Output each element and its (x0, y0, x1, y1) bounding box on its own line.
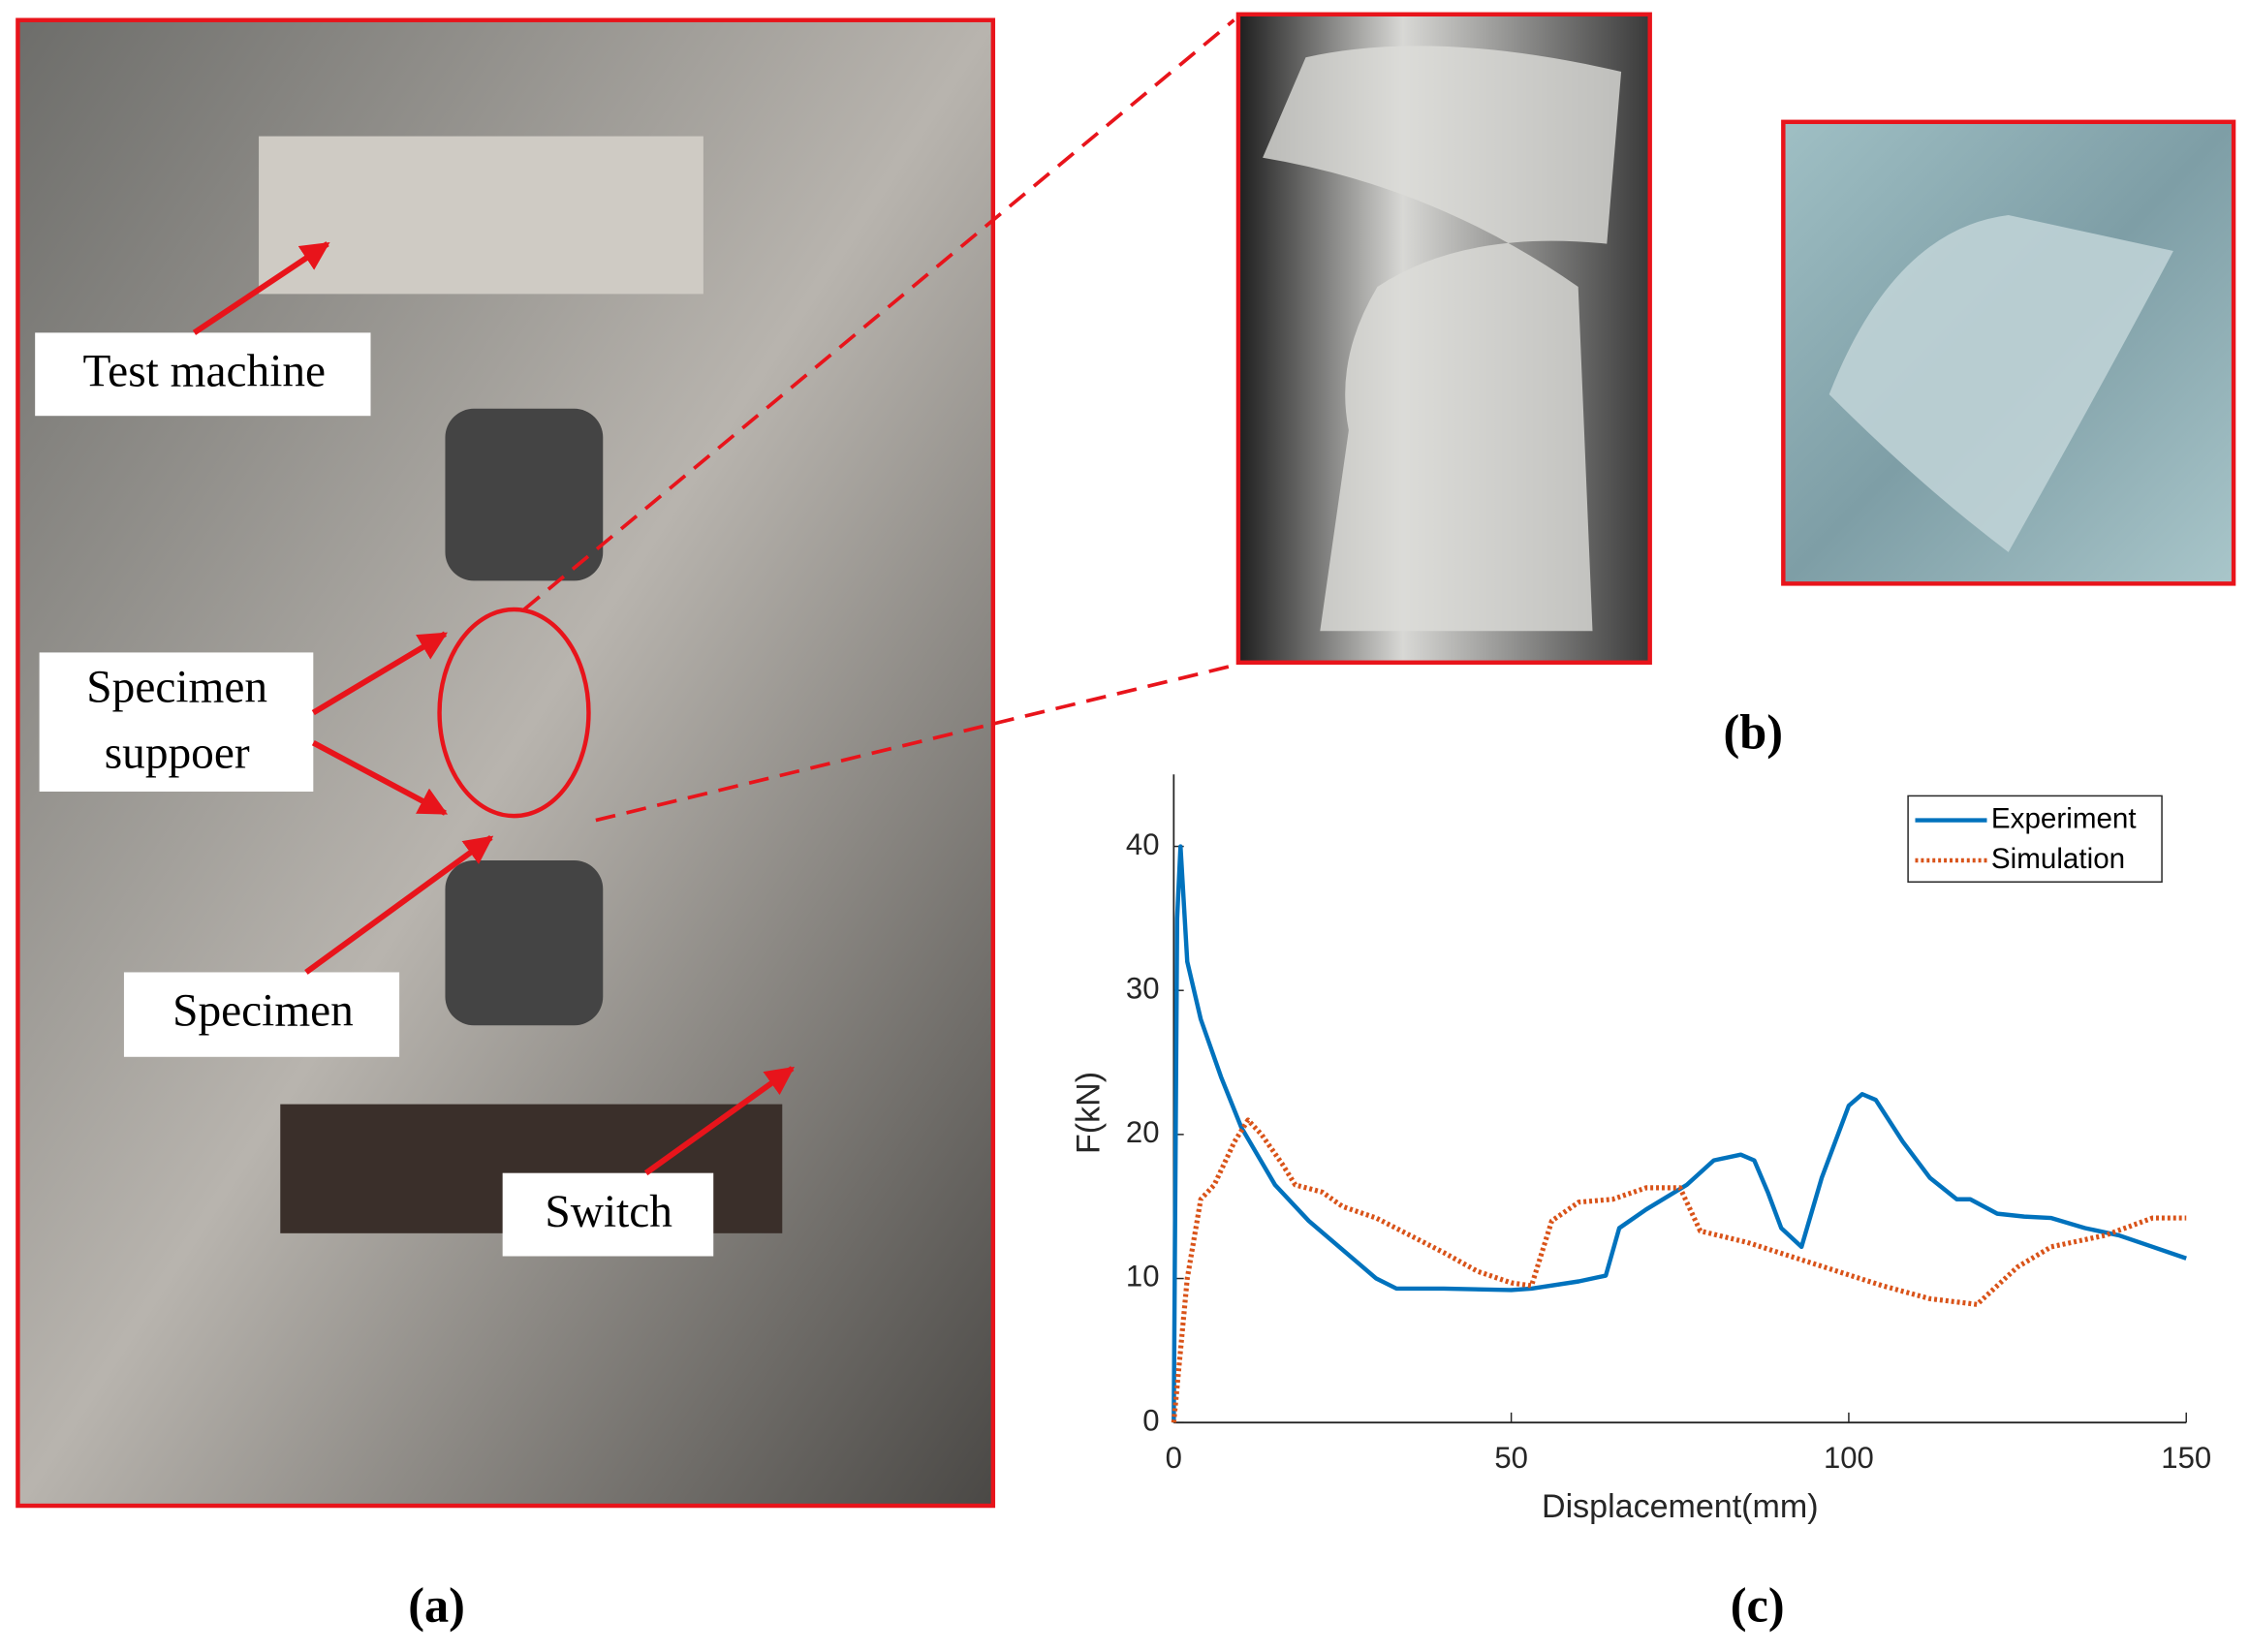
annotation: Specimen (172, 986, 354, 1037)
annotation: Specimen (86, 662, 267, 712)
specimen-shape (1828, 215, 2173, 552)
upper-grip (445, 408, 604, 581)
arrow (311, 631, 449, 716)
arrow (192, 241, 330, 335)
x-tick-label: 0 (1166, 1441, 1182, 1475)
specimen-highlight (437, 607, 591, 819)
chart: 0 50 100 150 0 10 20 30 40 Displacement(mm) F(kN) E… (1070, 774, 2211, 1525)
panel-label: (a) (408, 1578, 465, 1633)
label-box (123, 972, 400, 1057)
y-axis-label: F(kN) (1070, 1072, 1107, 1154)
panel-label: (c) (1731, 1578, 1785, 1633)
arrow (304, 834, 494, 975)
annotation: Test machine (83, 347, 327, 397)
machine-crosshead (259, 136, 703, 295)
x-tick-label: 100 (1824, 1441, 1874, 1475)
annotation: suppoer (105, 728, 250, 778)
data-line (1172, 844, 2187, 1423)
zoom-line (522, 18, 1235, 611)
specimen-shape (1263, 46, 1622, 632)
arrow (643, 1066, 796, 1176)
label-box (502, 1172, 714, 1257)
x-axis-label: Displacement(mm) (1542, 1488, 1819, 1525)
zoom-line (595, 663, 1234, 823)
label-box (35, 332, 371, 417)
y-tick-label: 40 (1126, 827, 1160, 861)
x-tick-label: 50 (1494, 1441, 1528, 1475)
legend-box (1907, 795, 2163, 883)
legend-label: Experiment (1991, 802, 2137, 834)
arrows (192, 241, 796, 1176)
arrow (311, 740, 449, 816)
y-tick-label: 20 (1126, 1115, 1160, 1149)
x-tick-label: 150 (2161, 1441, 2211, 1475)
lower-grip (445, 860, 604, 1026)
label-box (39, 652, 314, 792)
data-line (1171, 1117, 2187, 1423)
legend-label: Simulation (1991, 843, 2125, 875)
y-tick-label: 30 (1126, 971, 1160, 1005)
annotation: Switch (545, 1187, 672, 1237)
panel-label: (b) (1724, 704, 1784, 759)
y-tick-label: 0 (1142, 1403, 1159, 1437)
y-tick-label: 10 (1126, 1260, 1160, 1294)
